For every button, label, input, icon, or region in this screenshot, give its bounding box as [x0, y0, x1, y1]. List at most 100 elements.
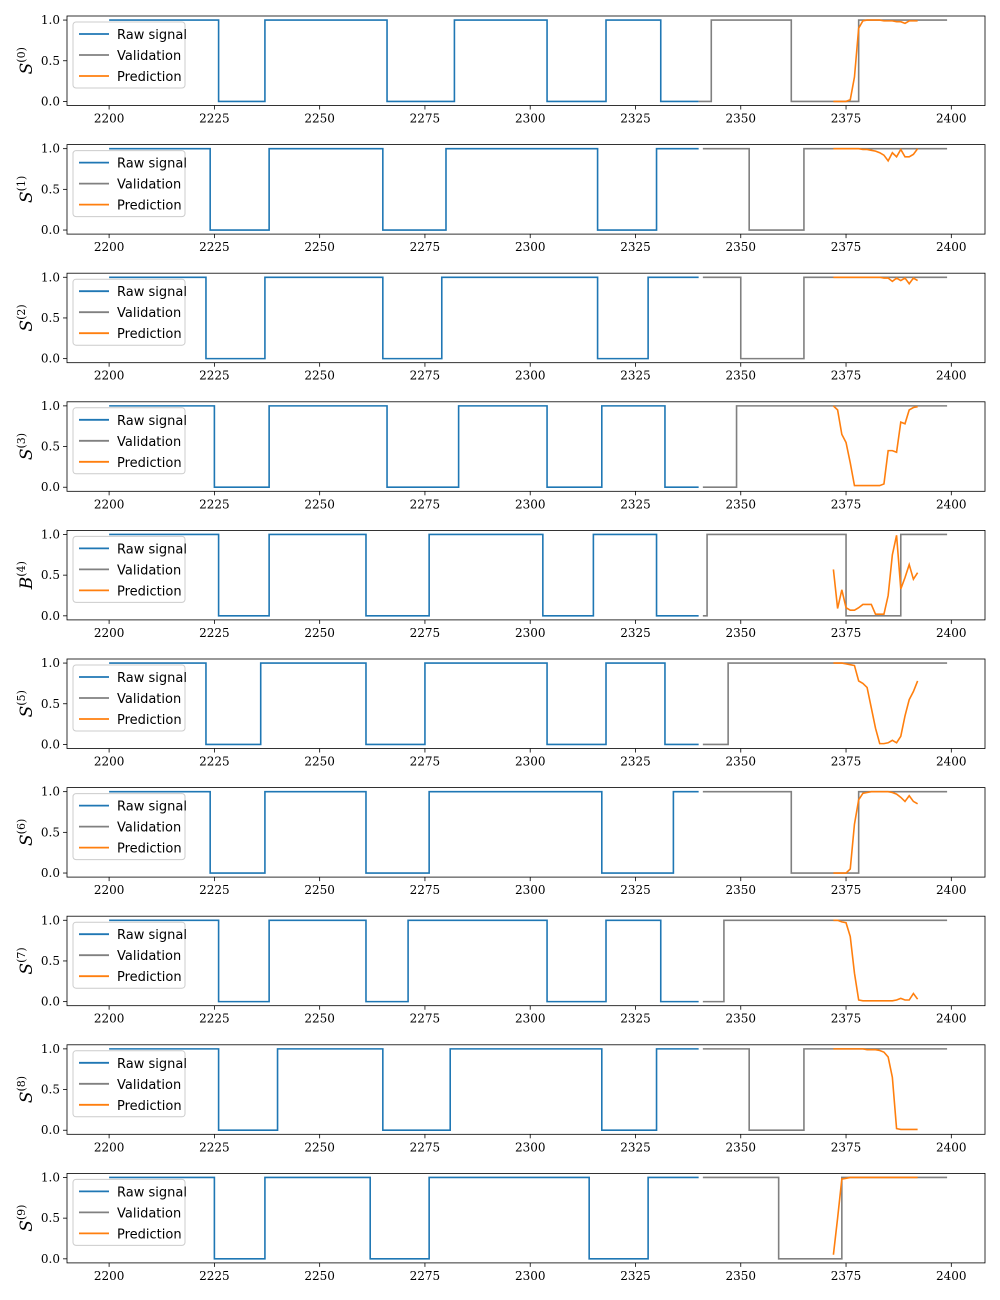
y-axis-label-superscript: (5): [15, 690, 28, 706]
legend-label: Validation: [117, 821, 181, 836]
x-tick-label: 2225: [199, 755, 230, 769]
y-axis-label: S(1): [15, 176, 37, 203]
x-tick-label: 2325: [620, 883, 651, 897]
y-axis-label: S(8): [15, 1076, 37, 1103]
x-tick-label: 2375: [831, 497, 862, 511]
legend: Raw signal Validation Prediction: [72, 535, 187, 603]
x-tick-label: 2375: [831, 112, 862, 126]
series-validation-line: [698, 19, 948, 103]
legend-label: Validation: [117, 949, 181, 964]
x-tick-label: 2300: [515, 883, 546, 897]
y-tick-label: 1.0: [41, 270, 60, 284]
y-tick-label: 1.0: [41, 785, 60, 799]
y-axis-label-superscript: (1): [15, 176, 28, 192]
x-tick-label: 2375: [831, 1269, 862, 1283]
y-axis-label: S(2): [15, 304, 37, 331]
legend: Raw signal Validation Prediction: [72, 1178, 187, 1246]
y-axis-label-superscript: (0): [15, 47, 28, 63]
series-raw-signal-line: [109, 662, 699, 746]
legend-label: Prediction: [117, 327, 182, 342]
axes-frame: [66, 915, 986, 1007]
x-tick-label: 2200: [94, 883, 125, 897]
y-axis-label-base: S: [17, 320, 37, 332]
y-axis-label-superscript: (9): [15, 1205, 28, 1221]
x-tick-label: 2300: [515, 497, 546, 511]
y-tick-label: 0.5: [41, 825, 60, 839]
legend-label: Prediction: [117, 713, 182, 728]
x-tick-label: 2200: [94, 755, 125, 769]
x-tick-label: 2375: [831, 1140, 862, 1154]
y-axis-label: B(4): [15, 561, 37, 590]
y-axis-label-base: S: [17, 834, 37, 846]
series-raw-signal-line: [109, 405, 699, 489]
y-tick-label: 0.5: [41, 1211, 60, 1225]
legend-label: Raw signal: [117, 157, 187, 172]
x-tick-label: 2275: [410, 626, 441, 640]
subplot-7: S(7) 2200 2225 2250 2275 2300 2325 2350 2375 2400…: [15, 913, 986, 1026]
x-tick-label: 2275: [410, 112, 441, 126]
series-raw-signal-line: [109, 147, 699, 231]
legend-label: Validation: [117, 1078, 181, 1093]
x-tick-label: 2325: [620, 1269, 651, 1283]
subplot-5: S(5) 2200 2225 2250 2275 2300 2325 2350 2375 2400…: [15, 656, 986, 769]
x-tick-label: 2225: [199, 369, 230, 383]
x-tick-label: 2200: [94, 240, 125, 254]
series-raw-signal-line: [109, 1176, 699, 1260]
legend-label: Prediction: [117, 456, 182, 471]
legend-label: Raw signal: [117, 542, 187, 557]
series-validation-line: [702, 919, 948, 1003]
series-validation-line: [702, 1048, 948, 1132]
legend-label: Validation: [117, 692, 181, 707]
series-raw-signal-line: [109, 790, 699, 874]
x-tick-label: 2275: [410, 883, 441, 897]
x-tick-label: 2225: [199, 626, 230, 640]
series-validation-line: [702, 276, 948, 360]
y-tick-label: 0.5: [41, 697, 60, 711]
axes-frame: [66, 401, 986, 492]
x-tick-label: 2375: [831, 626, 862, 640]
legend-label: Raw signal: [117, 928, 187, 943]
x-tick-label: 2200: [94, 112, 125, 126]
y-axis-label-base: B: [17, 577, 37, 591]
y-tick-label: 0.0: [41, 223, 60, 237]
x-tick-label: 2400: [936, 1012, 967, 1026]
x-tick-label: 2250: [304, 369, 335, 383]
series-prediction-line: [833, 147, 919, 163]
legend-box: [72, 150, 186, 218]
series-prediction-line: [833, 790, 919, 874]
y-axis-label-superscript: (2): [15, 304, 28, 320]
subplot-0: S(0) 2200 2225 2250 2275 2300 2325 2350 2375 2400…: [15, 13, 986, 126]
x-tick-label: 2300: [515, 1012, 546, 1026]
x-tick-label: 2350: [725, 112, 756, 126]
legend-box: [72, 664, 186, 732]
y-tick-label: 0.0: [41, 609, 60, 623]
series-prediction-line: [832, 1176, 918, 1255]
legend: Raw signal Validation Prediction: [72, 664, 187, 732]
y-tick-label: 0.5: [41, 568, 60, 582]
legend-label: Raw signal: [117, 285, 187, 300]
legend-label: Prediction: [117, 1099, 182, 1114]
y-tick-label: 0.5: [41, 182, 60, 196]
legend: Raw signal Validation Prediction: [72, 150, 187, 218]
series-validation-line: [702, 405, 948, 489]
y-axis-label: S(6): [15, 819, 37, 846]
legend-label: Raw signal: [117, 28, 187, 43]
subplot-2: S(2) 2200 2225 2250 2275 2300 2325 2350 2375 2400…: [15, 270, 986, 383]
axes-frame: [66, 1173, 986, 1264]
x-tick-label: 2250: [304, 240, 335, 254]
x-tick-label: 2250: [304, 755, 335, 769]
x-tick-label: 2275: [410, 1012, 441, 1026]
legend: Raw signal Validation Prediction: [72, 407, 187, 475]
y-tick-label: 0.5: [41, 311, 60, 325]
series-raw-signal-line: [109, 919, 699, 1003]
x-tick-label: 2350: [725, 1269, 756, 1283]
x-tick-label: 2375: [831, 240, 862, 254]
x-tick-label: 2350: [725, 240, 756, 254]
y-axis-label-base: S: [17, 1092, 37, 1104]
series-validation-line: [702, 1176, 948, 1260]
x-tick-label: 2350: [725, 369, 756, 383]
x-tick-label: 2200: [94, 1140, 125, 1154]
x-tick-label: 2225: [199, 497, 230, 511]
y-tick-label: 0.0: [41, 352, 60, 366]
x-tick-label: 2300: [515, 240, 546, 254]
